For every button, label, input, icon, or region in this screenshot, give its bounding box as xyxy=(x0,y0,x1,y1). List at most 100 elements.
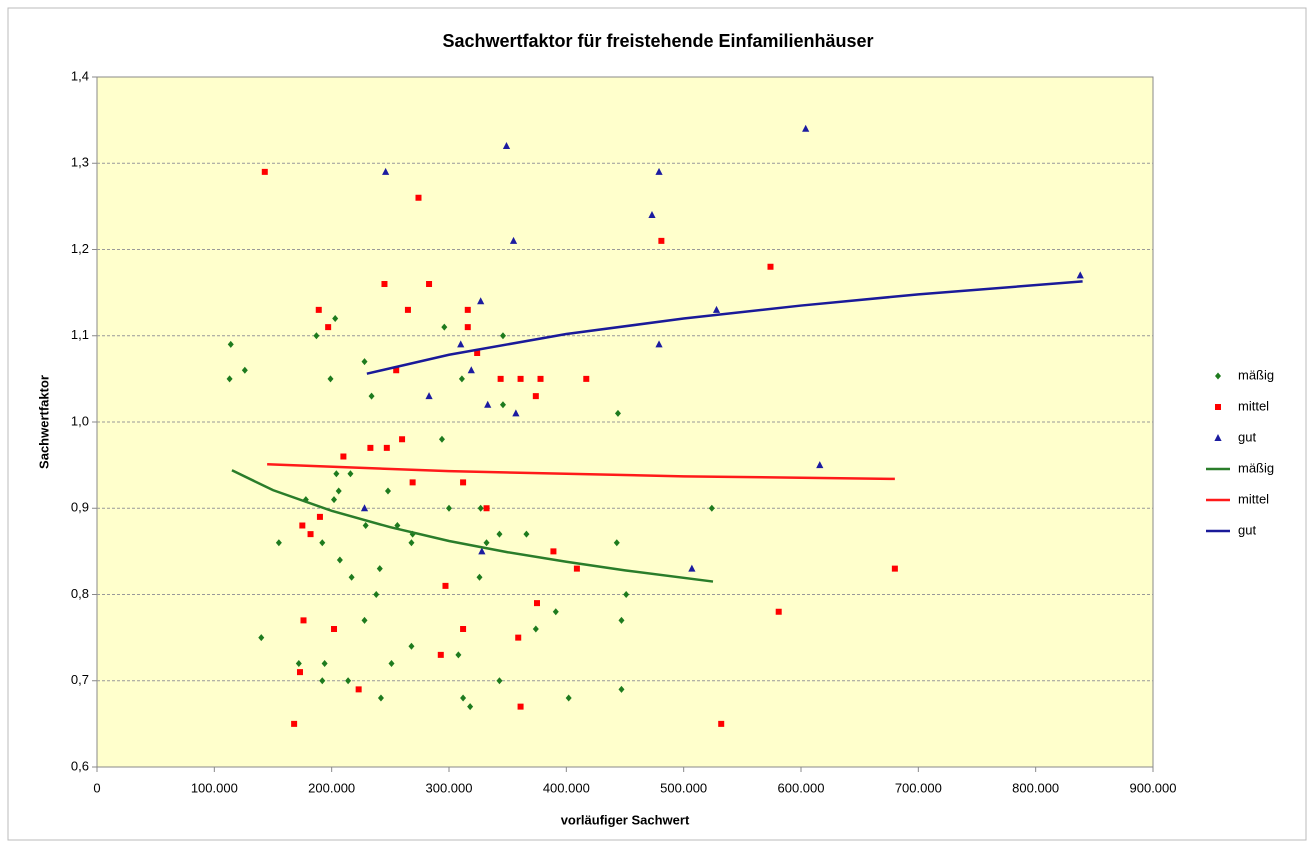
x-tick-label: 300.000 xyxy=(426,780,473,795)
point xyxy=(477,297,485,305)
x-tick-label: 700.000 xyxy=(895,780,942,795)
y-tick-label: 1,1 xyxy=(71,327,89,342)
point xyxy=(499,332,506,340)
x-tick-label: 400.000 xyxy=(543,780,590,795)
point xyxy=(441,323,448,331)
trend-line xyxy=(267,463,895,481)
point xyxy=(477,504,484,512)
point xyxy=(523,530,530,538)
point xyxy=(383,444,390,451)
legend-label: mäßig xyxy=(1238,460,1274,475)
point xyxy=(532,393,539,400)
point xyxy=(550,548,557,555)
point xyxy=(241,366,248,374)
point xyxy=(373,591,380,598)
point xyxy=(361,358,368,366)
x-tick-label: 100.000 xyxy=(191,780,238,795)
point xyxy=(347,470,354,478)
point xyxy=(573,565,580,572)
trend-line xyxy=(366,280,1083,375)
point xyxy=(537,375,544,382)
point xyxy=(509,236,518,244)
point xyxy=(499,401,506,409)
point xyxy=(300,617,307,624)
point xyxy=(532,625,539,633)
point xyxy=(534,600,540,607)
point xyxy=(332,315,339,322)
point xyxy=(474,350,481,356)
point xyxy=(425,392,433,400)
point xyxy=(325,324,332,331)
point xyxy=(655,167,663,175)
point xyxy=(388,660,395,667)
legend-swatch xyxy=(1215,404,1221,410)
y-tick-label: 1,2 xyxy=(71,241,89,256)
point xyxy=(623,591,630,598)
point xyxy=(331,496,338,504)
point xyxy=(296,669,303,676)
point xyxy=(583,375,590,382)
legend-label: mittel xyxy=(1238,491,1269,506)
point xyxy=(552,608,559,616)
point xyxy=(348,573,355,581)
point xyxy=(478,547,486,555)
point xyxy=(340,453,347,460)
point xyxy=(299,522,306,529)
point xyxy=(376,565,383,573)
legend-label: mäßig xyxy=(1238,367,1274,382)
point xyxy=(361,616,368,624)
point xyxy=(497,375,504,382)
point xyxy=(226,375,233,383)
point xyxy=(426,281,433,287)
point xyxy=(415,194,422,201)
x-tick-label: 600.000 xyxy=(778,780,825,795)
point xyxy=(438,435,445,443)
x-tick-label: 500.000 xyxy=(660,780,707,795)
point xyxy=(515,634,522,641)
chart-title: Sachwertfaktor für freistehende Einfamil… xyxy=(442,31,873,51)
point xyxy=(399,436,406,443)
point xyxy=(404,306,411,313)
legend-label: gut xyxy=(1238,429,1256,444)
point xyxy=(708,504,715,512)
point xyxy=(618,616,625,624)
point xyxy=(467,703,474,711)
point xyxy=(464,306,471,313)
y-tick-label: 0,8 xyxy=(71,586,89,601)
point xyxy=(336,556,343,564)
y-tick-label: 0,7 xyxy=(71,672,89,687)
point xyxy=(362,522,369,529)
point xyxy=(891,565,898,572)
point xyxy=(446,504,452,512)
point xyxy=(368,392,375,400)
point xyxy=(335,487,342,495)
point xyxy=(655,340,663,348)
point xyxy=(307,531,314,538)
point xyxy=(460,626,467,632)
point xyxy=(484,400,492,408)
x-tick-label: 200.000 xyxy=(308,780,355,795)
x-tick-label: 900.000 xyxy=(1130,780,1177,795)
point xyxy=(816,461,824,469)
y-tick-label: 1,3 xyxy=(71,155,89,170)
point xyxy=(658,237,665,244)
point xyxy=(381,281,388,287)
point xyxy=(712,305,721,313)
point xyxy=(333,470,340,478)
point xyxy=(460,694,467,702)
point xyxy=(458,375,465,383)
point xyxy=(331,626,338,632)
point xyxy=(613,539,620,547)
point xyxy=(258,634,265,642)
x-axis-title: vorläufiger Sachwert xyxy=(561,812,690,827)
point xyxy=(319,677,326,685)
point xyxy=(1076,271,1084,279)
point xyxy=(455,651,462,659)
point xyxy=(367,444,374,451)
point xyxy=(476,573,483,581)
point xyxy=(327,375,334,383)
point xyxy=(261,168,268,175)
point xyxy=(718,720,725,727)
point xyxy=(496,530,503,538)
